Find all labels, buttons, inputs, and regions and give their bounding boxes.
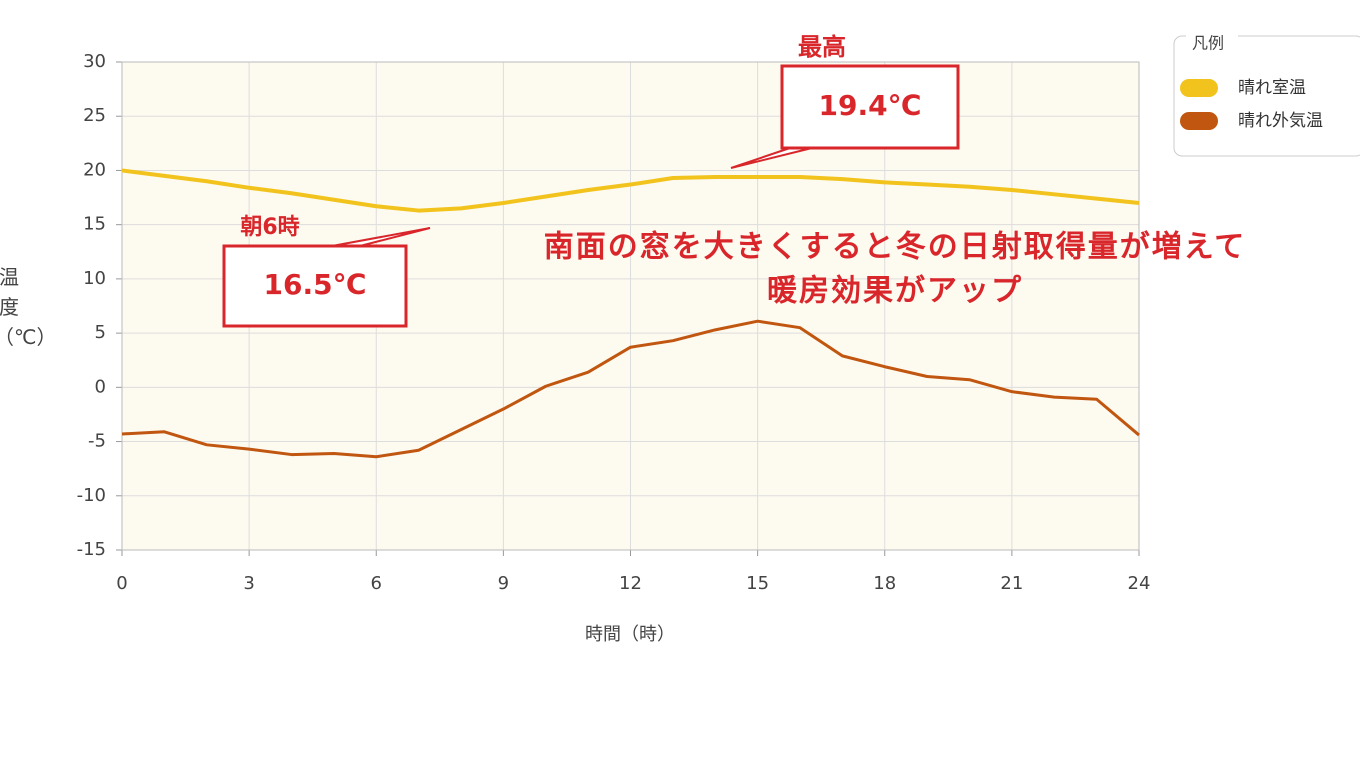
x-tick-label: 0 bbox=[116, 573, 127, 594]
y-axis-label: 温度（℃） bbox=[0, 265, 57, 349]
annotation: 朝6時 bbox=[240, 214, 299, 240]
plot-border bbox=[121, 61, 1140, 551]
x-tick-label: 3 bbox=[243, 573, 254, 594]
y-tick-label: 10 bbox=[83, 268, 106, 289]
y-tick-label: 30 bbox=[83, 51, 106, 72]
y-tick-label: 0 bbox=[95, 376, 106, 397]
legend-label: 晴れ室温 bbox=[1238, 78, 1306, 98]
x-tick-label: 12 bbox=[619, 573, 642, 594]
x-tick-label: 24 bbox=[1128, 573, 1151, 594]
caption: 暖房効果がアップ bbox=[767, 274, 1023, 309]
legend-label: 晴れ外気温 bbox=[1238, 111, 1323, 131]
y-tick-label: 5 bbox=[95, 322, 106, 343]
callout-box bbox=[780, 64, 960, 150]
x-tick-label: 6 bbox=[371, 573, 382, 594]
y-tick-label: 20 bbox=[83, 159, 106, 180]
callout-box bbox=[222, 244, 408, 328]
y-tick-label: -15 bbox=[77, 539, 106, 560]
legend-title: 凡例 bbox=[1192, 34, 1224, 53]
caption: 南面の窓を大きくすると冬の日射取得量が増えて bbox=[544, 230, 1247, 265]
legend-swatch bbox=[1180, 112, 1218, 130]
legend-swatch bbox=[1180, 79, 1218, 97]
legend-title-bg bbox=[1186, 34, 1238, 38]
annotation: 最高 bbox=[798, 33, 846, 61]
series-line bbox=[121, 319, 1140, 459]
legend-box bbox=[1173, 35, 1360, 157]
annotation: 19.4℃ bbox=[819, 89, 922, 122]
y-tick-label: 15 bbox=[83, 214, 106, 235]
x-axis-label: 時間（時） bbox=[585, 624, 675, 645]
x-tick-label: 15 bbox=[746, 573, 769, 594]
x-tick-label: 21 bbox=[1000, 573, 1023, 594]
x-tick-label: 18 bbox=[873, 573, 896, 594]
y-tick-label: -5 bbox=[88, 431, 106, 452]
x-tick-label: 9 bbox=[498, 573, 509, 594]
y-tick-label: 25 bbox=[83, 105, 106, 126]
series-line bbox=[121, 168, 1140, 213]
y-tick-label: -10 bbox=[77, 485, 106, 506]
annotation: 16.5℃ bbox=[264, 268, 367, 301]
